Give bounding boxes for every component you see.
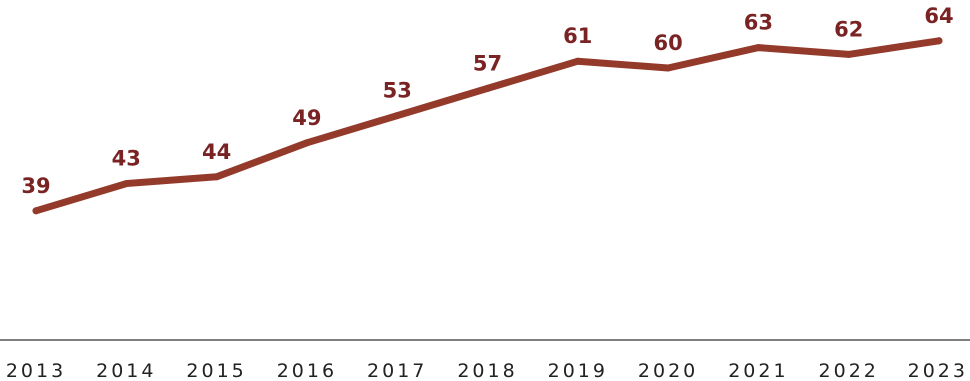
x-tick-label: 2018 bbox=[457, 360, 517, 381]
data-label: 61 bbox=[563, 24, 592, 48]
data-point bbox=[574, 57, 582, 65]
x-tick-labels: 2013 2014 2015 2016 2017 2018 2019 2020 2021 2022… bbox=[6, 360, 968, 381]
data-label: 62 bbox=[834, 17, 863, 41]
data-label: 63 bbox=[744, 11, 773, 35]
x-tick-label: 2013 bbox=[6, 360, 66, 381]
x-tick-label: 2023 bbox=[908, 360, 968, 381]
x-tick-label: 2019 bbox=[548, 360, 608, 381]
data-label: 43 bbox=[112, 147, 141, 171]
data-point bbox=[845, 50, 853, 58]
data-point bbox=[303, 139, 311, 147]
data-point bbox=[484, 84, 491, 92]
x-tick-label: 2015 bbox=[186, 360, 246, 381]
x-tick-label: 2014 bbox=[96, 360, 156, 381]
data-point bbox=[122, 180, 130, 188]
data-label: 57 bbox=[473, 51, 502, 75]
x-tick-label: 2016 bbox=[277, 360, 337, 381]
data-labels: 39 43 44 49 53 57 61 60 63 62 64 bbox=[21, 4, 953, 198]
data-label: 64 bbox=[924, 4, 953, 28]
x-tick-label: 2020 bbox=[638, 360, 698, 381]
data-point bbox=[754, 44, 762, 52]
data-point bbox=[664, 64, 672, 72]
data-point bbox=[32, 207, 40, 215]
data-label: 53 bbox=[383, 79, 412, 103]
x-tick-label: 2022 bbox=[819, 360, 879, 381]
data-point bbox=[213, 173, 221, 181]
series-layer bbox=[32, 37, 943, 215]
data-label: 49 bbox=[292, 106, 321, 130]
data-point bbox=[393, 112, 401, 120]
x-tick-label: 2017 bbox=[367, 360, 427, 381]
data-label: 44 bbox=[202, 140, 231, 164]
data-point bbox=[935, 37, 943, 45]
data-label: 39 bbox=[21, 174, 50, 198]
x-tick-label: 2021 bbox=[728, 360, 788, 381]
data-label: 60 bbox=[653, 31, 682, 55]
